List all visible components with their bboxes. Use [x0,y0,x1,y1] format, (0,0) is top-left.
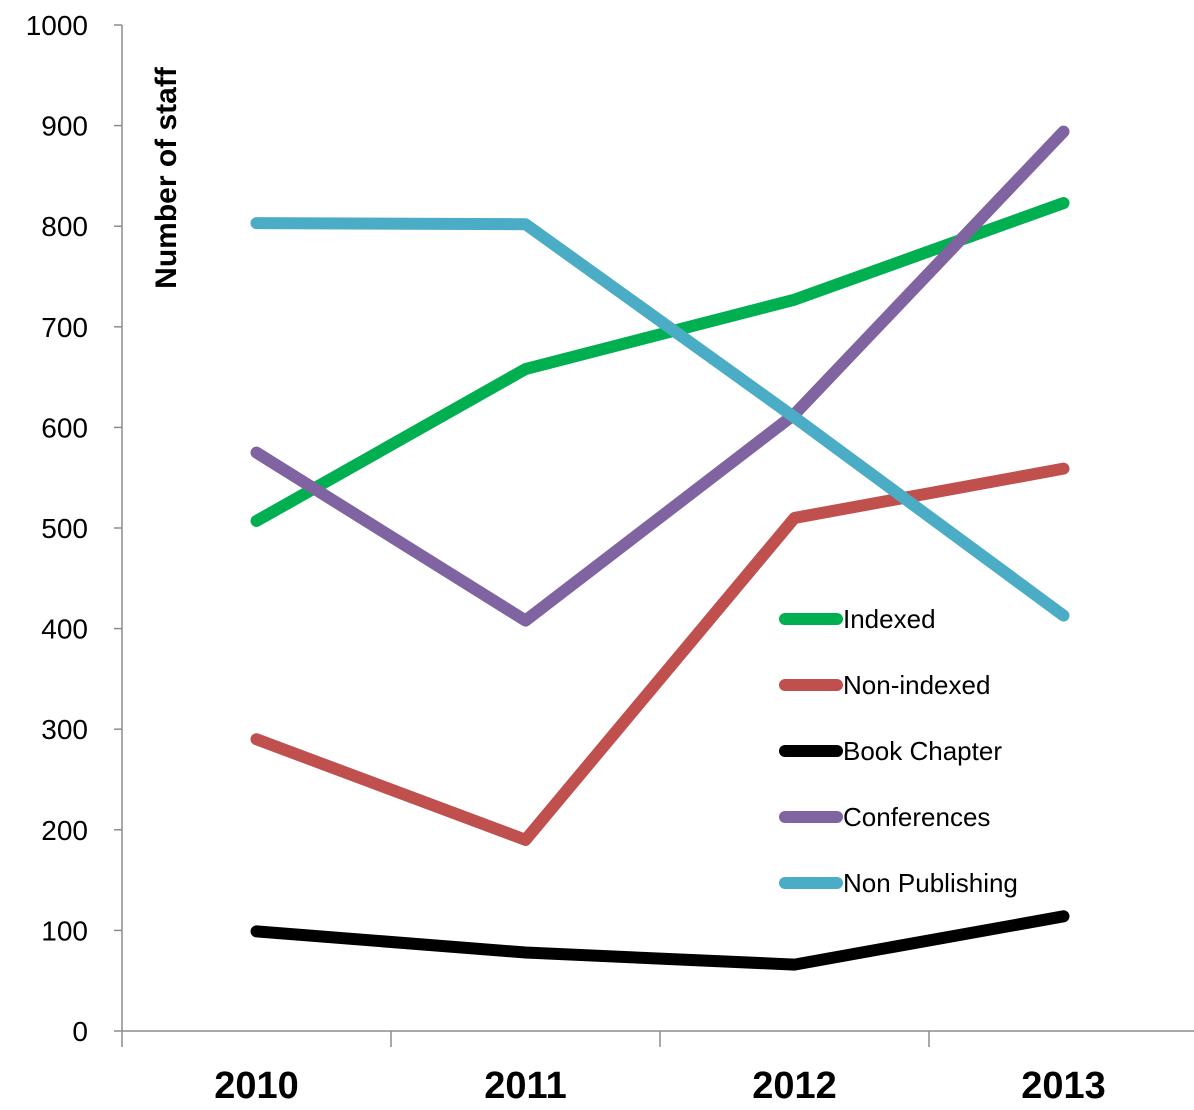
y-tick-label: 600 [41,412,88,443]
x-axis-ticks: 2010 2011 2012 2013 [121,1031,1106,1107]
legend-label: Book Chapter [843,736,1002,766]
y-tick-label: 900 [41,111,88,142]
x-tick-label: 2011 [484,1065,566,1107]
x-tick-label: 2010 [214,1065,299,1107]
legend: Indexed Non-indexed Book Chapter Conference… [779,604,1018,898]
legend-label: Indexed [843,604,936,634]
legend-label: Conferences [843,802,990,832]
x-tick-label: 2013 [1021,1065,1106,1107]
series-line-non-publishing [250,217,1070,622]
y-axis-label: Number of staff [150,66,183,289]
y-tick-label: 0 [72,1016,88,1047]
y-tick-label: 700 [41,312,88,343]
y-tick-label: 1000 [26,10,88,41]
legend-label: Non Publishing [843,868,1018,898]
series-line-indexed [250,197,1070,527]
y-axis-ticks: 0 100 200 300 400 500 600 700 800 900 1000 [26,10,122,1047]
series-line-book-chapter [250,910,1070,971]
series-line-non-indexed [250,462,1070,846]
y-tick-label: 200 [41,815,88,846]
x-tick-label: 2012 [752,1065,837,1107]
y-tick-label: 300 [41,714,88,745]
y-tick-label: 100 [41,915,88,946]
y-tick-label: 800 [41,211,88,242]
legend-label: Non-indexed [843,670,990,700]
series-line-conferences [250,125,1070,627]
series-lines [250,125,1070,971]
y-tick-label: 400 [41,614,88,645]
y-tick-label: 500 [41,513,88,544]
